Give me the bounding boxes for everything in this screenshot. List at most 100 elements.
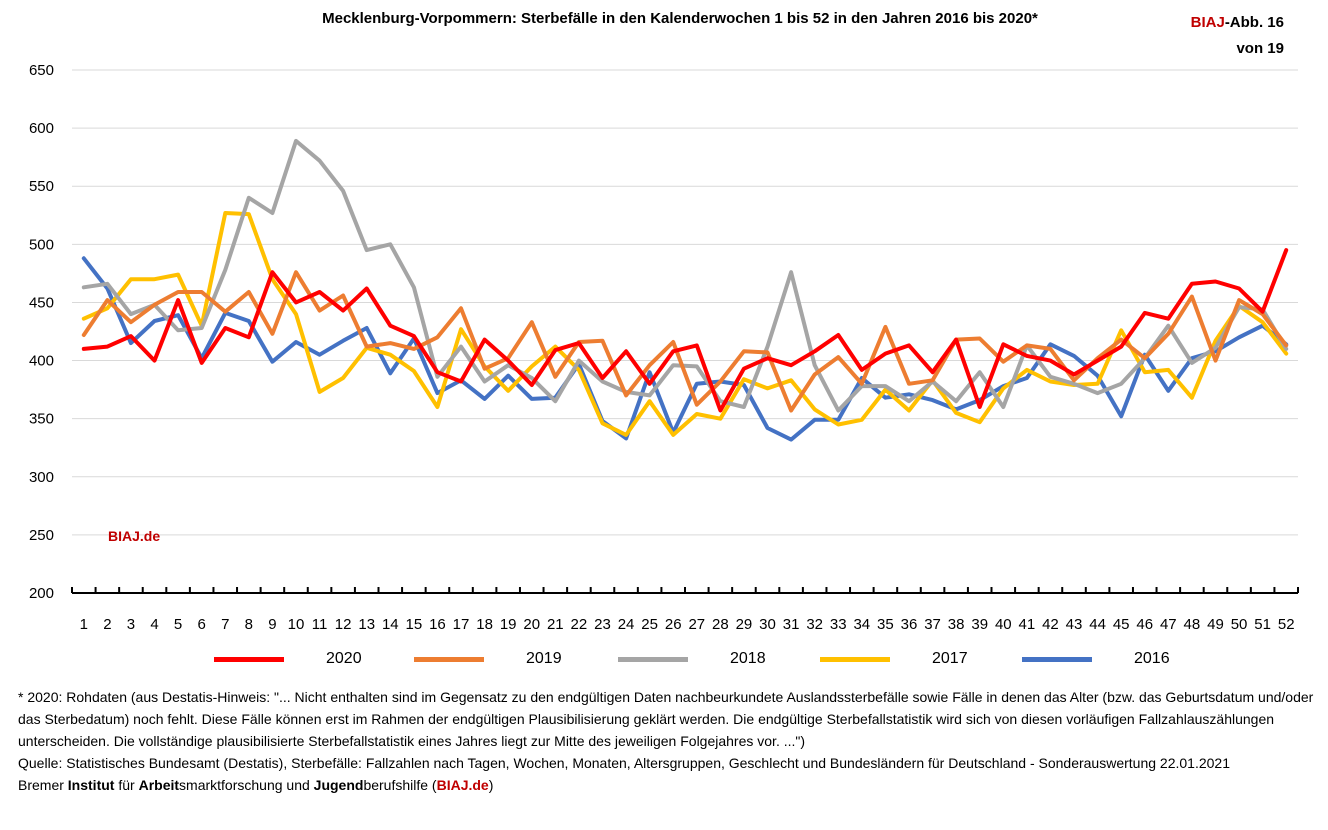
x-tick-label: 52 [1278,616,1295,633]
x-tick-label: 44 [1089,616,1106,633]
x-tick-label: 45 [1113,616,1130,633]
credit-bold: Institut [67,777,115,793]
x-tick-label: 23 [594,616,611,633]
x-tick-label: 19 [500,616,517,633]
watermark-text: BIAJ.de [108,528,161,544]
x-tick-label: 2 [103,616,111,633]
legend-swatch [618,657,688,662]
credit-bold: Arbeit [138,777,180,793]
x-tick-label: 26 [665,616,682,633]
x-axis-labels: 1 2 3 4 5 6 7 8 9 10 11 12 13 14 15 16 17 18 19 20 21 22 23 24 2… [80,616,1295,633]
y-tick-label: 550 [29,178,54,195]
x-tick-label: 9 [268,616,276,633]
x-tick-label: 1 [80,616,88,633]
legend-swatch [1022,657,1092,662]
series-line-2018 [81,138,1289,413]
y-tick-label: 300 [29,469,54,486]
x-tick-label: 49 [1207,616,1224,633]
x-tick-label: 39 [971,616,988,633]
credit-brand-link[interactable]: BIAJ.de [436,777,489,793]
legend-swatch [414,657,484,662]
legend-label: 2017 [932,650,968,667]
badge-figure: -Abb. 16 [1224,14,1284,31]
footnote-credit: Bremer Institut für Arbeitsmarktforschun… [18,774,1318,796]
x-tick-label: 41 [1019,616,1036,633]
y-tick-label: 350 [29,411,54,428]
y-tick-label: 450 [29,294,54,311]
credit-bold: Jugend [313,777,364,793]
y-tick-label: 200 [29,585,54,602]
credit-text: smarktforschung und [179,777,314,793]
x-tick-label: 18 [476,616,493,633]
x-tick-label: 15 [406,616,423,633]
credit-text: berufshilfe ( [363,777,437,793]
x-tick-label: 11 [312,616,328,633]
x-tick-label: 13 [358,616,375,633]
x-axis [71,587,1299,594]
y-tick-label: 650 [29,62,54,79]
x-tick-label: 48 [1184,616,1201,633]
x-tick-label: 51 [1254,616,1271,633]
x-tick-label: 32 [806,616,823,633]
x-tick-label: 29 [736,616,753,633]
footnote-note: * 2020: Rohdaten (aus Destatis-Hinweis: … [18,689,1314,749]
footnote-source: Quelle: Statistisches Bundesamt (Destati… [18,755,1230,771]
series-line-2020 [81,248,1289,413]
legend-label: 2018 [730,650,766,667]
series-line-2017 [81,211,1289,437]
badge-brand: BIAJ [1190,14,1225,31]
x-tick-label: 38 [948,616,965,633]
x-tick-label: 7 [221,616,229,633]
x-tick-label: 33 [830,616,847,633]
x-tick-label: 5 [174,616,182,633]
x-tick-label: 20 [523,616,540,633]
y-tick-label: 400 [29,353,54,370]
x-tick-label: 37 [924,616,941,633]
legend-swatch [820,657,890,662]
x-tick-label: 16 [429,616,446,633]
x-tick-label: 40 [995,616,1012,633]
x-tick-label: 4 [150,616,158,633]
legend-label: 2016 [1134,650,1170,667]
figure-number: BIAJ-Abb. 16 [1191,10,1284,36]
x-tick-label: 24 [618,616,635,633]
x-tick-label: 3 [127,616,135,633]
x-tick-label: 25 [641,616,658,633]
x-tick-label: 42 [1042,616,1059,633]
x-tick-label: 34 [853,616,870,633]
x-tick-label: 22 [571,616,588,633]
x-tick-label: 28 [712,616,729,633]
figure-badge: BIAJ-Abb. 16 von 19 [1191,10,1284,62]
x-tick-label: 10 [288,616,305,633]
x-tick-label: 27 [688,616,705,633]
figure-total: von 19 [1236,40,1284,57]
x-tick-label: 46 [1136,616,1153,633]
x-tick-label: 36 [901,616,918,633]
chart-title: Mecklenburg-Vorpommern: Sterbefälle in d… [322,10,1038,27]
series-lines [81,138,1289,442]
footnote: * 2020: Rohdaten (aus Destatis-Hinweis: … [18,686,1318,796]
x-tick-label: 8 [245,616,253,633]
y-tick-label: 600 [29,120,54,137]
x-tick-label: 47 [1160,616,1177,633]
credit-text: für [114,777,139,793]
x-tick-label: 14 [382,616,399,633]
y-tick-label: 500 [29,236,54,253]
x-tick-label: 43 [1066,616,1083,633]
x-tick-label: 31 [783,616,800,633]
x-tick-label: 30 [759,616,776,633]
x-tick-label: 35 [877,616,894,633]
x-tick-label: 21 [547,616,564,633]
x-tick-label: 17 [453,616,470,633]
x-tick-label: 6 [198,616,206,633]
legend-label: 2020 [326,650,362,667]
x-tick-label: 50 [1231,616,1248,633]
legend-swatch [214,657,284,662]
x-tick-label: 12 [335,616,352,633]
legend-label: 2019 [526,650,562,667]
credit-text: Bremer [18,777,68,793]
credit-text: ) [488,777,494,793]
y-axis-labels: 650 600 550 500 450 400 350 300 250 200 [29,62,54,602]
y-tick-label: 250 [29,527,54,544]
